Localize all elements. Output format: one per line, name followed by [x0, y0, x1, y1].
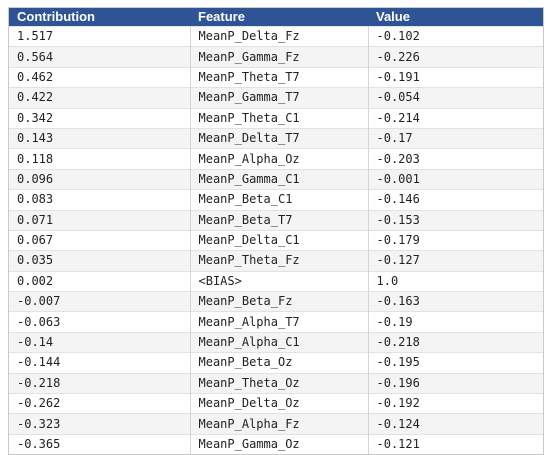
table-row: 0.035 MeanP_Theta_Fz -0.127 — [9, 250, 543, 272]
cell-value: -0.163 — [368, 291, 543, 312]
table-row: -0.063 MeanP_Alpha_T7 -0.19 — [9, 311, 543, 333]
table-row: -0.007 MeanP_Beta_Fz -0.163 — [9, 291, 543, 312]
cell-contribution: -0.144 — [9, 352, 191, 374]
table-row: 0.118 MeanP_Alpha_Oz -0.203 — [9, 148, 543, 170]
cell-feature: MeanP_Gamma_Fz — [190, 46, 369, 68]
cell-contribution: -0.365 — [9, 433, 191, 455]
table-row: 0.462 MeanP_Theta_T7 -0.191 — [9, 66, 543, 88]
table-row: 0.564 MeanP_Gamma_Fz -0.226 — [9, 46, 543, 68]
cell-feature: MeanP_Delta_T7 — [190, 127, 369, 149]
cell-value: -0.124 — [368, 413, 543, 435]
cell-contribution: 0.071 — [9, 209, 191, 231]
table-row: 0.002 <BIAS> 1.0 — [9, 270, 543, 292]
header-feature: Feature — [190, 8, 368, 27]
cell-feature: MeanP_Beta_Fz — [190, 291, 369, 312]
cell-value: -0.153 — [368, 209, 543, 231]
table-row: -0.218 MeanP_Theta_Oz -0.196 — [9, 372, 543, 394]
table-row: -0.262 MeanP_Delta_Oz -0.192 — [9, 393, 543, 414]
table-row: 0.143 MeanP_Delta_T7 -0.17 — [9, 127, 543, 149]
cell-value: -0.214 — [368, 107, 543, 129]
contribution-table: Contribution Feature Value 1.517 MeanP_De… — [9, 8, 543, 455]
table-row: 0.083 MeanP_Beta_C1 -0.146 — [9, 189, 543, 211]
cell-feature: <BIAS> — [190, 270, 369, 292]
cell-contribution: 0.564 — [9, 46, 191, 68]
cell-value: -0.179 — [368, 229, 543, 251]
cell-value: -0.054 — [368, 87, 543, 109]
header-contribution: Contribution — [9, 8, 190, 27]
cell-value: -0.19 — [368, 311, 543, 333]
cell-contribution: -0.323 — [9, 413, 191, 435]
cell-feature: MeanP_Theta_Oz — [190, 372, 369, 394]
cell-contribution: -0.14 — [9, 331, 191, 353]
table-row: 0.067 MeanP_Delta_C1 -0.179 — [9, 229, 543, 251]
cell-value: -0.195 — [368, 352, 543, 374]
cell-feature: MeanP_Gamma_T7 — [190, 87, 369, 109]
cell-feature: MeanP_Delta_C1 — [190, 229, 369, 251]
cell-contribution: 0.083 — [9, 189, 191, 211]
cell-value: -0.121 — [368, 433, 543, 455]
table-row: 0.342 MeanP_Theta_C1 -0.214 — [9, 107, 543, 129]
cell-feature: MeanP_Beta_T7 — [190, 209, 369, 231]
cell-value: -0.196 — [368, 372, 543, 394]
cell-contribution: 0.002 — [9, 270, 191, 292]
cell-value: -0.146 — [368, 189, 543, 211]
cell-value: -0.218 — [368, 331, 543, 353]
cell-feature: MeanP_Beta_Oz — [190, 352, 369, 374]
table-row: -0.14 MeanP_Alpha_C1 -0.218 — [9, 331, 543, 353]
cell-value: -0.17 — [368, 127, 543, 149]
cell-feature: MeanP_Beta_C1 — [190, 189, 369, 211]
cell-feature: MeanP_Alpha_Fz — [190, 413, 369, 435]
cell-feature: MeanP_Gamma_C1 — [190, 168, 369, 190]
cell-contribution: 0.462 — [9, 66, 191, 88]
cell-contribution: 0.096 — [9, 168, 191, 190]
table-row: -0.323 MeanP_Alpha_Fz -0.124 — [9, 413, 543, 435]
cell-feature: MeanP_Theta_Fz — [190, 250, 369, 272]
cell-feature: MeanP_Theta_T7 — [190, 66, 369, 88]
cell-contribution: 0.118 — [9, 148, 191, 170]
cell-contribution: -0.262 — [9, 393, 191, 414]
cell-contribution: 0.067 — [9, 229, 191, 251]
table-row: 0.422 MeanP_Gamma_T7 -0.054 — [9, 87, 543, 109]
cell-value: -0.203 — [368, 148, 543, 170]
cell-value: -0.191 — [368, 66, 543, 88]
cell-feature: MeanP_Alpha_Oz — [190, 148, 369, 170]
cell-contribution: 0.035 — [9, 250, 191, 272]
cell-value: -0.226 — [368, 46, 543, 68]
cell-feature: MeanP_Alpha_T7 — [190, 311, 369, 333]
cell-contribution: 0.342 — [9, 107, 191, 129]
cell-contribution: 0.422 — [9, 87, 191, 109]
cell-value: -0.001 — [368, 168, 543, 190]
cell-contribution: -0.063 — [9, 311, 191, 333]
cell-contribution: 1.517 — [9, 25, 191, 47]
header-value: Value — [368, 8, 543, 27]
table-header-row: Contribution Feature Value — [9, 8, 543, 27]
cell-value: -0.102 — [368, 25, 543, 47]
cell-feature: MeanP_Alpha_C1 — [190, 331, 369, 353]
cell-contribution: -0.218 — [9, 372, 191, 394]
cell-value: -0.127 — [368, 250, 543, 272]
table-row: 1.517 MeanP_Delta_Fz -0.102 — [9, 25, 543, 47]
cell-feature: MeanP_Delta_Fz — [190, 25, 369, 47]
cell-feature: MeanP_Gamma_Oz — [190, 433, 369, 455]
table-row: -0.365 MeanP_Gamma_Oz -0.121 — [9, 433, 543, 455]
contribution-table-container: Contribution Feature Value 1.517 MeanP_De… — [8, 7, 544, 455]
table-row: 0.071 MeanP_Beta_T7 -0.153 — [9, 209, 543, 231]
cell-contribution: -0.007 — [9, 291, 191, 312]
table-row: 0.096 MeanP_Gamma_C1 -0.001 — [9, 168, 543, 190]
table-row: -0.144 MeanP_Beta_Oz -0.195 — [9, 352, 543, 374]
cell-feature: MeanP_Theta_C1 — [190, 107, 369, 129]
cell-value: -0.192 — [368, 393, 543, 414]
cell-value: 1.0 — [368, 270, 543, 292]
table-body: 1.517 MeanP_Delta_Fz -0.102 0.564 MeanP_Gamm… — [9, 25, 543, 455]
cell-feature: MeanP_Delta_Oz — [190, 393, 369, 414]
cell-contribution: 0.143 — [9, 127, 191, 149]
